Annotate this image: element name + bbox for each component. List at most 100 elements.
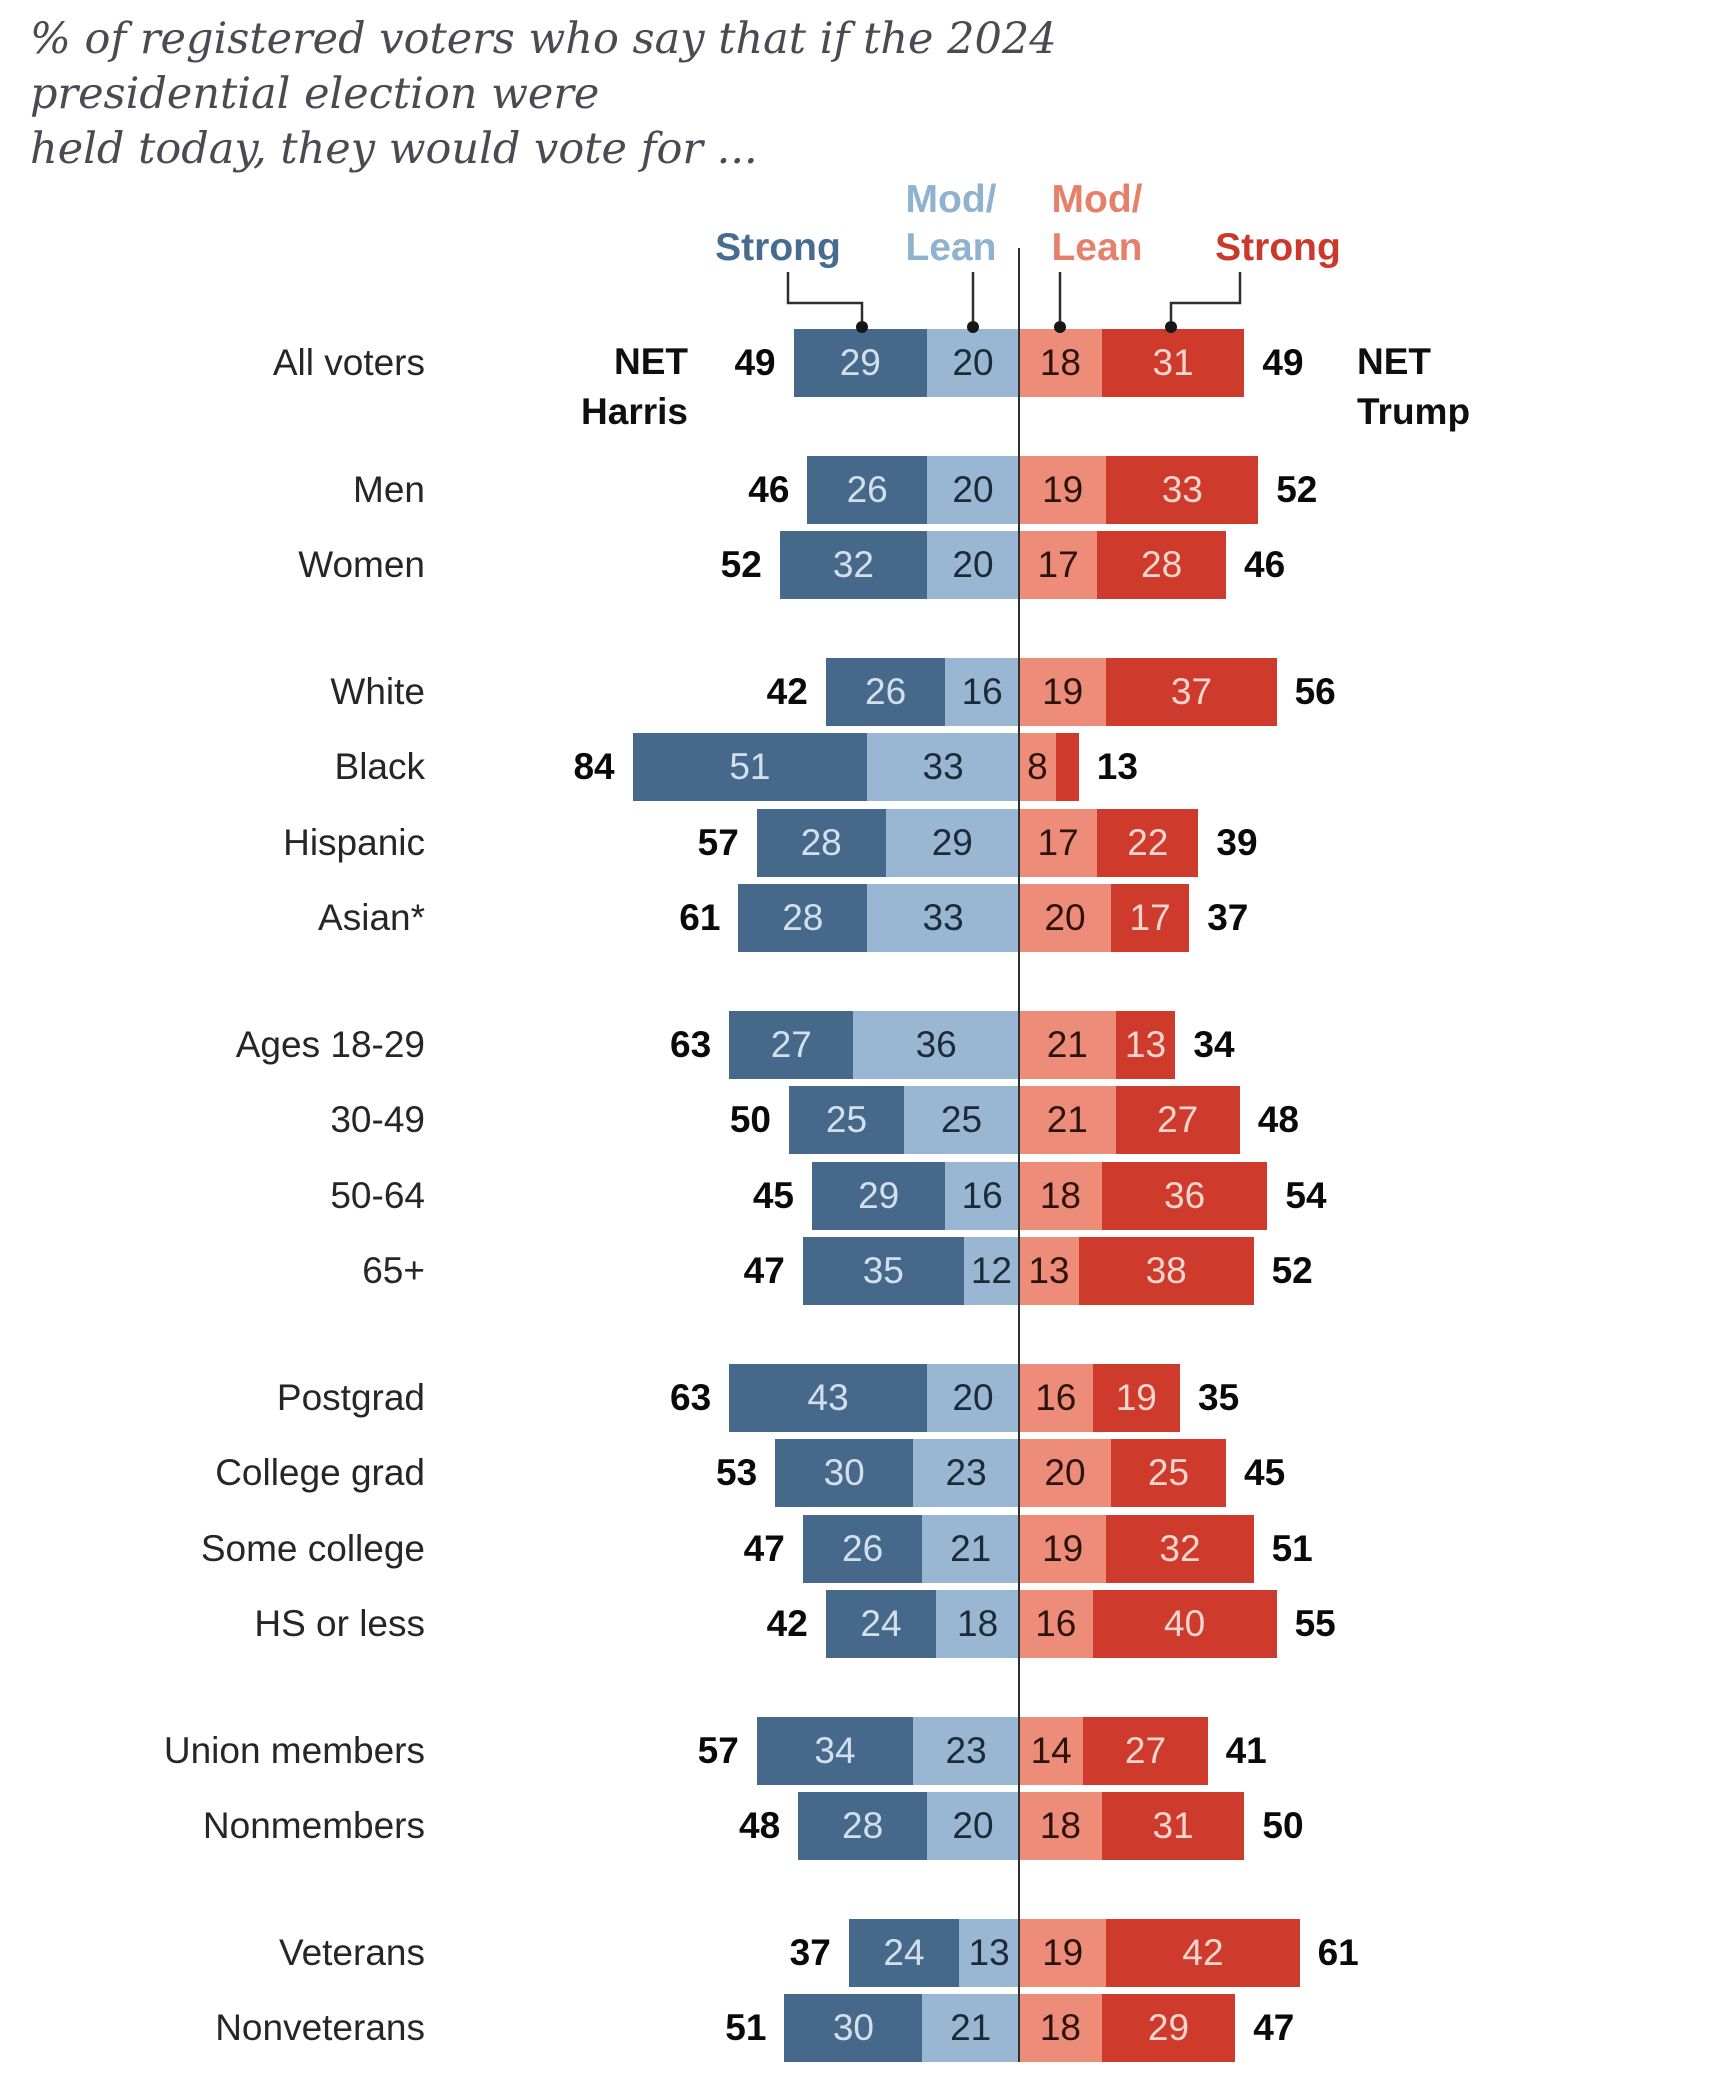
- legend-strong-harris: Strong: [715, 224, 841, 272]
- net-harris-value: 57: [697, 822, 739, 863]
- bar-value-label: 23: [945, 1452, 987, 1493]
- legend-strong-trump-label: Strong: [1215, 226, 1341, 269]
- net-harris-value: 52: [720, 544, 762, 585]
- bar-modlean-trump: 19: [1019, 658, 1107, 726]
- net-harris-value: 46: [748, 469, 790, 510]
- bar-modlean-harris: 33: [867, 884, 1019, 952]
- net-trump-value: 13: [1096, 746, 1138, 787]
- net-harris-value: 51: [725, 2007, 767, 2048]
- bar-strong-trump: 25: [1111, 1439, 1226, 1507]
- bar-strong-trump: 32: [1106, 1515, 1254, 1583]
- bar-value-label: 24: [860, 1603, 902, 1644]
- bar-value-label: 32: [1159, 1528, 1201, 1569]
- bar-value-label: 18: [1039, 2007, 1081, 2048]
- bar-value-label: 36: [1164, 1175, 1206, 1216]
- bar-modlean-harris: 33: [867, 733, 1019, 801]
- bar-value-label: 13: [1028, 1250, 1070, 1291]
- bar-value-label: 27: [1157, 1099, 1199, 1140]
- table-row: HS or less 42 24 18 16 40 55: [0, 1590, 1732, 1658]
- table-row: White 42 26 16 19 37 56: [0, 658, 1732, 726]
- bar-value-label: 13: [1124, 1024, 1167, 1065]
- bar-value-label: 25: [1147, 1452, 1190, 1493]
- table-row: Nonmembers 48 28 20 18 31 50: [0, 1792, 1732, 1860]
- bar-value-label: 33: [922, 746, 964, 787]
- legend-modlean-harris-line2: Lean: [905, 226, 997, 269]
- net-harris-word: NET: [614, 341, 688, 382]
- row-label: 30-49: [330, 1099, 425, 1140]
- bar-value-label: 30: [832, 2007, 874, 2048]
- net-trump-value: 52: [1276, 469, 1318, 510]
- bar-value-label: 40: [1164, 1603, 1206, 1644]
- bar-modlean-harris: 23: [913, 1439, 1019, 1507]
- net-trump-value: 51: [1271, 1528, 1313, 1569]
- legend-connector-strong-trump: [1169, 272, 1242, 321]
- bar-value-label: 21: [1046, 1024, 1088, 1065]
- bar-modlean-harris: 21: [922, 1994, 1019, 2062]
- bar-value-label: 19: [1042, 1528, 1084, 1569]
- net-trump-value: 61: [1317, 1932, 1359, 1973]
- net-harris-value: 42: [766, 1603, 808, 1644]
- table-row: College grad 53 30 23 20 25 45: [0, 1439, 1732, 1507]
- bar-value-label: 19: [1042, 671, 1084, 712]
- bar-value-label: 34: [814, 1730, 856, 1771]
- row-label: Union members: [163, 1730, 425, 1771]
- net-harris-value: 53: [716, 1452, 758, 1493]
- bar-modlean-harris: 12: [963, 1237, 1019, 1305]
- net-trump-value: 54: [1285, 1175, 1327, 1216]
- bar-modlean-trump: 17: [1019, 531, 1098, 599]
- bar-value-label: 21: [950, 2007, 992, 2048]
- bar-value-label: 28: [782, 897, 824, 938]
- legend-modlean-trump-line2: Lean: [1051, 226, 1143, 269]
- bar-value-label: 25: [825, 1099, 868, 1140]
- bar-strong-trump: 37: [1106, 658, 1277, 726]
- row-label: Hispanic: [283, 822, 425, 863]
- row-label: Postgrad: [276, 1377, 425, 1418]
- net-trump-value: 56: [1294, 671, 1336, 712]
- bar-value-label: 20: [1044, 897, 1086, 938]
- row-label: Nonmembers: [202, 1805, 425, 1846]
- bar-strong-harris: 24: [825, 1590, 937, 1658]
- bar-modlean-trump: 19: [1019, 1515, 1107, 1583]
- row-label: Black: [334, 746, 425, 787]
- row-label: Ages 18-29: [235, 1024, 425, 1065]
- bar-modlean-trump: 19: [1019, 1919, 1107, 1987]
- bar-value-label: 28: [1141, 544, 1183, 585]
- bar-value-label: 28: [842, 1805, 884, 1846]
- net-harris-value: 57: [697, 1730, 739, 1771]
- net-harris-value: 48: [739, 1805, 781, 1846]
- bar-value-label: 43: [807, 1377, 849, 1418]
- bar-modlean-harris: 23: [913, 1717, 1019, 1785]
- bar-strong-trump: 42: [1106, 1919, 1300, 1987]
- bar-modlean-harris: 20: [927, 456, 1019, 524]
- bar-modlean-trump: 20: [1019, 884, 1111, 952]
- net-harris-value: 47: [743, 1250, 785, 1291]
- bar-value-label: 20: [952, 342, 994, 383]
- row-label: Women: [298, 544, 425, 585]
- bar-strong-harris: 25: [789, 1086, 904, 1154]
- bar-strong-harris: 28: [756, 809, 886, 877]
- net-trump-value: 45: [1244, 1452, 1286, 1493]
- bar-value-label: 31: [1152, 342, 1194, 383]
- table-row: Postgrad 63 43 20 16 19 35: [0, 1364, 1732, 1432]
- net-trump-word: NET: [1357, 341, 1431, 382]
- bar-value-label: 20: [952, 544, 994, 585]
- table-row: Nonveterans 51 30 21 18 29 47: [0, 1994, 1732, 2062]
- row-label: Asian*: [318, 897, 425, 938]
- net-harris-value: 42: [766, 671, 808, 712]
- bar-modlean-harris: 16: [945, 1162, 1019, 1230]
- row-label: All voters: [272, 342, 425, 383]
- bar-value-label: 25: [940, 1099, 983, 1140]
- bar-value-label: 20: [952, 1377, 994, 1418]
- net-trump-value: 49: [1262, 342, 1304, 383]
- bar-value-label: 29: [931, 822, 973, 863]
- net-harris-value: 50: [729, 1099, 771, 1140]
- bar-strong-trump: 13: [1115, 1011, 1176, 1079]
- bar-strong-trump: 29: [1101, 1994, 1236, 2062]
- bar-value-label: 19: [1042, 1932, 1084, 1973]
- bar-value-label: 17: [1129, 897, 1171, 938]
- bar-strong-harris: 26: [807, 456, 927, 524]
- bar-modlean-trump: 16: [1019, 1590, 1093, 1658]
- bar-modlean-trump: 18: [1019, 1792, 1102, 1860]
- bar-value-label: 20: [952, 469, 994, 510]
- table-row: Hispanic 57 28 29 17 22 39: [0, 809, 1732, 877]
